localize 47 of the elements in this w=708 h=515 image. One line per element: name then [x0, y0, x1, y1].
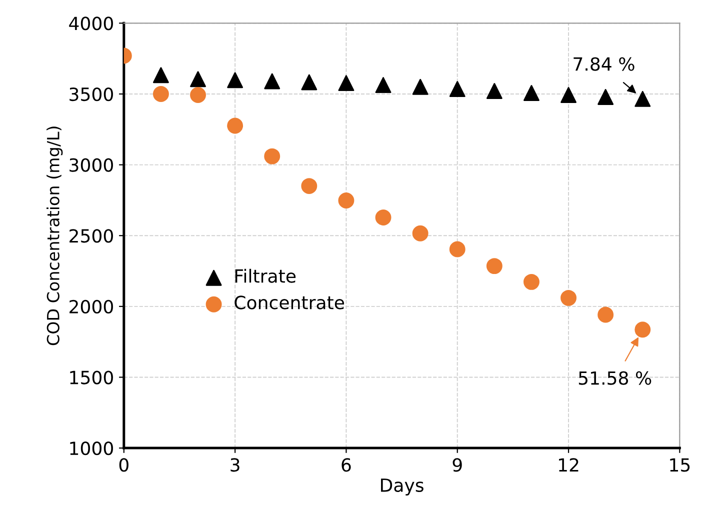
point: [375, 77, 392, 94]
y-tick-label: 3500: [70, 87, 113, 102]
y-tick-label: 3000: [70, 158, 113, 172]
y-tick-label: 2000: [70, 300, 113, 314]
point: [301, 178, 318, 194]
x-tick-label: 3: [230, 458, 240, 472]
point: [190, 87, 206, 103]
y-tick-label: 2500: [70, 229, 113, 243]
point: [486, 258, 502, 274]
point: [152, 86, 169, 102]
y-axis-title: COD Concentration (mg/L): [46, 126, 63, 346]
x-tick-label: 6: [342, 458, 351, 472]
point: [634, 322, 651, 338]
point: [634, 90, 651, 107]
point: [264, 148, 280, 164]
point: [264, 73, 280, 90]
point: [412, 78, 428, 95]
point: [375, 210, 392, 226]
point: [598, 306, 614, 323]
point: [152, 67, 169, 84]
legend-label: Concentrate: [234, 296, 344, 310]
x-tick-label: 0: [119, 458, 128, 472]
point: [338, 75, 354, 92]
annotation: 7.84 %: [574, 57, 634, 71]
point: [449, 241, 466, 258]
x-axis-title: Days: [381, 478, 424, 496]
point: [449, 81, 466, 98]
legend-label: Filtrate: [235, 268, 296, 283]
point: [598, 88, 614, 105]
point: [560, 87, 576, 103]
y-tick-label: 1000: [70, 442, 113, 456]
point: [523, 274, 540, 290]
point: [301, 74, 318, 90]
x-tick-label: 15: [670, 458, 690, 472]
x-tick-label: 12: [559, 458, 578, 472]
point: [523, 85, 540, 101]
point: [486, 83, 502, 99]
point: [560, 290, 576, 306]
point: [338, 192, 354, 208]
y-tick-label: 1500: [70, 370, 113, 384]
point: [227, 118, 244, 134]
point: [190, 71, 206, 88]
point: [412, 225, 428, 242]
annotation: 51.58 %: [578, 371, 652, 385]
y-tick-label: 4000: [69, 16, 113, 30]
point: [227, 72, 244, 88]
x-tick-label: 9: [452, 458, 462, 472]
